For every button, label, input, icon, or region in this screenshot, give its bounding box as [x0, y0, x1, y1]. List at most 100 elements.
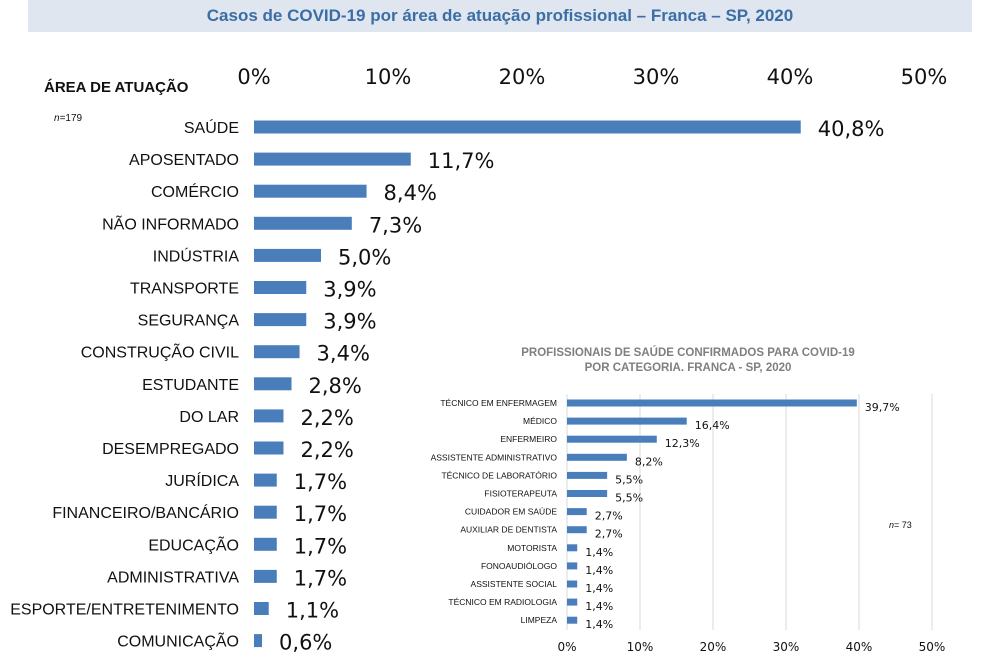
bar [567, 562, 578, 570]
category-label: NÃO INFORMADO [102, 213, 239, 233]
bar [567, 598, 578, 606]
category-label: INDÚSTRIA [153, 246, 240, 265]
bar [254, 409, 284, 423]
bar [254, 345, 300, 359]
category-label: EDUCAÇÃO [148, 534, 239, 554]
category-label: FINANCEIRO/BANCÁRIO [52, 503, 239, 522]
category-label: FONOAUDIÓLOGO [481, 561, 557, 571]
x-tick-label: 0% [237, 65, 270, 89]
value-label: 8,4% [384, 181, 437, 205]
value-label: 2,2% [300, 406, 353, 430]
value-label: 2,7% [595, 510, 623, 523]
value-label: 1,4% [585, 546, 613, 559]
value-label: 5,5% [615, 473, 643, 486]
bar [567, 471, 608, 479]
bar [567, 490, 608, 497]
title-band: Casos de COVID-19 por área de atuação pr… [28, 0, 972, 32]
x-tick-label: 20% [700, 640, 727, 654]
value-label: 3,9% [323, 310, 376, 334]
category-label: AUXILIAR DE DENTISTA [460, 525, 557, 535]
x-tick-label: 0% [557, 640, 576, 654]
category-label: COMÉRCIO [151, 182, 239, 201]
value-label: 1,4% [585, 582, 613, 595]
x-tick-label: 40% [846, 640, 873, 654]
category-label: COMUNICAÇÃO [117, 631, 239, 651]
category-label: CUIDADOR EM SAÚDE [465, 507, 557, 517]
category-label: ENFERMEIRO [500, 434, 557, 444]
bar [567, 616, 578, 624]
x-tick-label: 30% [633, 65, 680, 89]
bar [254, 216, 352, 230]
x-tick-label: 10% [627, 640, 654, 654]
sample-size-label: n= 73 [889, 520, 912, 530]
value-label: 5,0% [338, 245, 391, 269]
value-label: 8,2% [635, 455, 663, 468]
value-label: 0,6% [279, 631, 332, 655]
bar [254, 152, 411, 166]
bar [567, 453, 627, 461]
category-label: ADMINISTRATIVA [107, 569, 239, 586]
value-label: 11,7% [428, 149, 495, 173]
category-label: FISIOTERAPEUTA [484, 489, 557, 499]
category-label: MOTORISTA [507, 543, 557, 553]
x-tick-label: 20% [499, 65, 546, 89]
value-label: 2,2% [300, 438, 353, 462]
value-label: 1,4% [585, 618, 613, 631]
bar [254, 248, 321, 262]
inset-bar-chart: PROFISSIONAIS DE SAÚDE CONFIRMADOS PARA … [431, 346, 946, 654]
bar [567, 580, 578, 588]
sample-size-label: n=179 [54, 113, 83, 124]
bar [254, 473, 277, 487]
category-label: ESTUDANTE [142, 377, 239, 394]
bar [254, 377, 292, 391]
category-label: TÉCNICO EM RADIOLOGIA [448, 597, 557, 607]
bar [567, 508, 587, 516]
bar [254, 634, 263, 648]
value-label: 3,9% [323, 278, 376, 302]
value-label: 40,8% [818, 117, 885, 141]
value-label: 1,7% [294, 566, 347, 590]
x-tick-label: 50% [919, 640, 946, 654]
value-label: 1,4% [585, 600, 613, 613]
category-label: TÉCNICO DE LABORATÓRIO [441, 470, 557, 480]
category-label: MÉDICO [523, 416, 557, 426]
category-label: DESEMPREGADO [102, 441, 239, 458]
x-tick-label: 40% [767, 65, 814, 89]
value-label: 7,3% [369, 213, 422, 237]
category-label: CONSTRUÇÃO CIVIL [81, 342, 239, 362]
x-tick-label: 50% [901, 65, 948, 89]
category-label: ASSISTENTE SOCIAL [471, 579, 558, 589]
inset-title-line1: PROFISSIONAIS DE SAÚDE CONFIRMADOS PARA … [521, 346, 855, 359]
main-title: Casos de COVID-19 por área de atuação pr… [206, 6, 794, 25]
bar [567, 399, 857, 407]
category-label: SAÚDE [184, 118, 239, 137]
x-tick-label: 30% [773, 640, 800, 654]
category-label: TRANSPORTE [130, 281, 239, 298]
bar [567, 526, 587, 534]
value-label: 16,4% [695, 419, 730, 432]
value-label: 39,7% [865, 401, 900, 414]
bar [567, 417, 687, 425]
bar [567, 435, 657, 443]
value-label: 1,1% [286, 599, 339, 623]
category-label: JURÍDICA [165, 471, 239, 490]
value-label: 1,7% [294, 534, 347, 558]
value-label: 2,7% [595, 528, 623, 541]
value-label: 12,3% [665, 437, 700, 450]
bar [254, 441, 284, 455]
bar [567, 544, 578, 552]
category-label: APOSENTADO [129, 152, 239, 169]
category-label: ASSISTENTE ADMINISTRATIVO [431, 452, 558, 462]
value-label: 2,8% [309, 374, 362, 398]
inset-title-line2: POR CATEGORIA. FRANCA - SP, 2020 [585, 362, 792, 374]
bar [254, 602, 269, 615]
bar [254, 569, 277, 583]
x-tick-label: 10% [365, 65, 412, 89]
value-label: 3,4% [317, 342, 370, 366]
value-label: 5,5% [615, 492, 643, 505]
value-label: 1,7% [294, 470, 347, 494]
bar [254, 313, 307, 327]
y-axis-title: ÁREA DE ATUAÇÃO [44, 78, 189, 96]
category-label: TÉCNICO EM ENFERMAGEM [440, 398, 557, 408]
